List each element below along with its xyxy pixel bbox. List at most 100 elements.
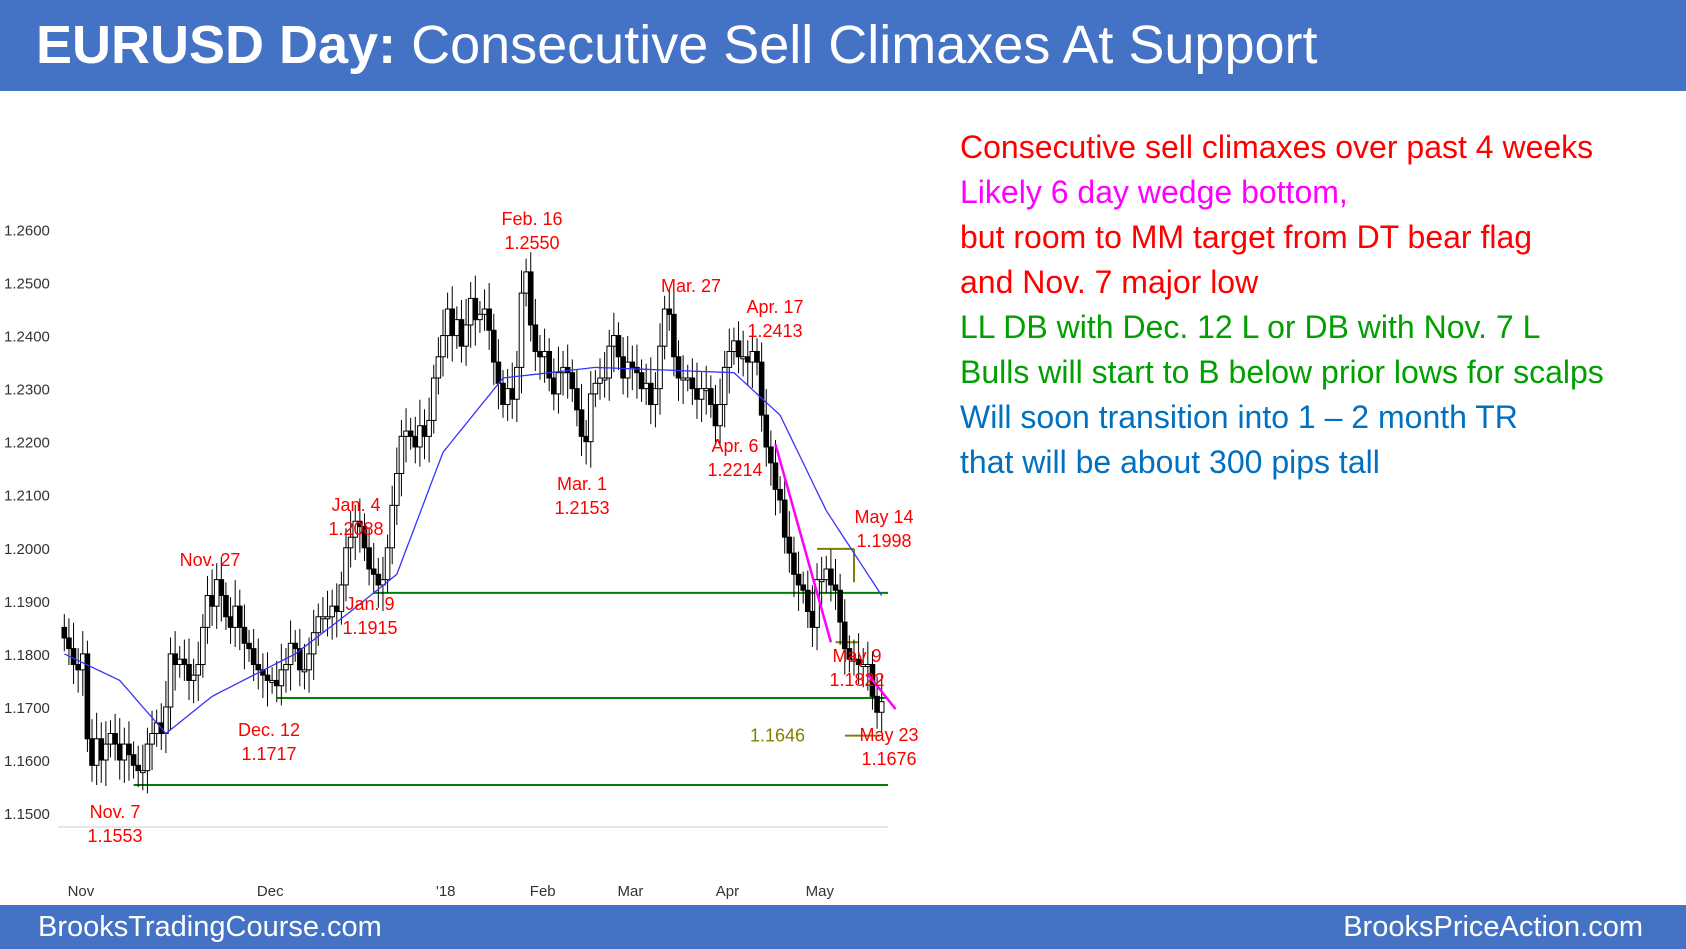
bear-candle bbox=[768, 446, 774, 464]
title-bar: EURUSD Day: Consecutive Sell Climaxes At… bbox=[0, 0, 1686, 91]
bull-candle bbox=[606, 345, 613, 379]
bull-candle bbox=[283, 664, 289, 671]
bear-candle bbox=[186, 664, 192, 681]
bull-candle bbox=[444, 308, 451, 337]
y-tick-label: 1.2500 bbox=[4, 276, 50, 293]
y-tick-label: 1.1800 bbox=[4, 647, 50, 664]
bear-candle bbox=[370, 568, 377, 575]
bull-candle bbox=[749, 350, 756, 363]
x-tick-label: Mar bbox=[618, 883, 644, 900]
annotation-date: Apr. 17 bbox=[746, 297, 803, 317]
bear-candle bbox=[629, 361, 636, 368]
bear-candle bbox=[800, 584, 806, 591]
bear-candle bbox=[255, 664, 262, 671]
bear-candle bbox=[855, 658, 862, 666]
bull-candle bbox=[463, 324, 469, 347]
bull-candle bbox=[176, 658, 183, 666]
bear-candle bbox=[486, 308, 492, 331]
bear-candle bbox=[70, 648, 77, 666]
bear-candle bbox=[777, 488, 783, 501]
bear-candle bbox=[786, 536, 793, 554]
bear-candle bbox=[532, 324, 539, 352]
annotation-price: 1.1553 bbox=[87, 826, 142, 846]
bear-candle bbox=[227, 616, 234, 628]
annotation-price: 1.2214 bbox=[707, 460, 762, 480]
bear-candle bbox=[828, 568, 834, 586]
y-tick-label: 1.1600 bbox=[4, 753, 50, 770]
bull-candle bbox=[306, 653, 312, 671]
bear-candle bbox=[172, 653, 178, 666]
x-tick-label: May bbox=[806, 883, 835, 900]
y-tick-label: 1.2600 bbox=[4, 222, 50, 239]
price-chart: 1.2600 1.2500 1.2400 1.2300 1.2200 1.2100 1.20… bbox=[4, 209, 919, 900]
bear-candle bbox=[412, 435, 419, 448]
bear-candle bbox=[61, 626, 68, 639]
bull-candle bbox=[717, 404, 723, 427]
bear-candle bbox=[744, 356, 751, 363]
bull-candle bbox=[140, 770, 146, 774]
bull-candle bbox=[352, 520, 359, 538]
bear-candle bbox=[89, 738, 95, 766]
bull-candle bbox=[403, 430, 409, 437]
y-tick-label: 1.1700 bbox=[4, 700, 50, 717]
y-tick-label: 1.1500 bbox=[4, 806, 50, 823]
ema-line bbox=[64, 366, 883, 735]
bear-candle bbox=[181, 658, 188, 666]
bear-candle bbox=[537, 350, 543, 358]
bull-candle bbox=[477, 313, 483, 321]
bear-candle bbox=[620, 356, 626, 379]
commentary-notes: Consecutive sell climaxes over past 4 we… bbox=[960, 125, 1675, 485]
bear-candle bbox=[84, 653, 91, 740]
bull-candle bbox=[347, 536, 354, 549]
footer-left-link[interactable]: BrooksTradingCourse.com bbox=[38, 911, 382, 943]
wedge-line-2 bbox=[866, 673, 897, 710]
note-line: but room to MM target from DT bear flag bbox=[960, 219, 1533, 255]
annotation-date: Apr. 6 bbox=[711, 436, 758, 456]
x-tick-label: '18 bbox=[436, 883, 456, 900]
bear-candle bbox=[874, 695, 880, 713]
bear-candle bbox=[458, 319, 465, 347]
bear-candle bbox=[712, 404, 719, 427]
bear-candle bbox=[638, 372, 645, 390]
bear-candle bbox=[546, 350, 552, 379]
bear-candle bbox=[126, 743, 132, 756]
bull-candle bbox=[878, 701, 885, 713]
bear-candle bbox=[781, 499, 788, 538]
bear-candle bbox=[246, 642, 252, 650]
bull-candle bbox=[726, 350, 733, 368]
bull-candle bbox=[823, 568, 830, 581]
annotation-date: Dec. 12 bbox=[238, 720, 300, 740]
bull-candle bbox=[592, 382, 599, 395]
bear-candle bbox=[509, 388, 516, 400]
bear-candle bbox=[236, 605, 243, 628]
bear-candle bbox=[241, 626, 248, 644]
bull-candle bbox=[698, 388, 705, 400]
bear-candle bbox=[264, 674, 271, 681]
bear-candle bbox=[527, 271, 534, 326]
bull-candle bbox=[167, 653, 174, 708]
bear-candle bbox=[135, 764, 141, 772]
note-line: Bulls will start to B below prior lows f… bbox=[960, 354, 1604, 390]
bull-candle bbox=[338, 584, 345, 612]
bull-candle bbox=[818, 579, 825, 583]
bear-candle bbox=[846, 648, 853, 660]
annotation-date: May 14 bbox=[854, 507, 913, 527]
bull-candle bbox=[389, 504, 395, 549]
bear-candle bbox=[666, 308, 673, 315]
bear-candle bbox=[841, 621, 848, 650]
title-bold: EURUSD Day: bbox=[36, 15, 397, 75]
bull-candle bbox=[195, 664, 202, 676]
bear-candle bbox=[366, 547, 372, 570]
bear-candle bbox=[209, 595, 215, 607]
bear-candle bbox=[357, 520, 363, 528]
bull-candle bbox=[504, 388, 511, 406]
bull-candle bbox=[661, 308, 668, 347]
bull-candle bbox=[680, 377, 686, 381]
bear-candle bbox=[569, 372, 576, 390]
footer-bar: BrooksTradingCourse.com BrooksPriceActio… bbox=[0, 905, 1686, 949]
bear-candle bbox=[689, 377, 696, 390]
bull-candle bbox=[329, 605, 335, 618]
bear-candle bbox=[250, 648, 257, 666]
footer-right-link[interactable]: BrooksPriceAction.com bbox=[1343, 911, 1643, 943]
bear-candle bbox=[837, 589, 843, 623]
